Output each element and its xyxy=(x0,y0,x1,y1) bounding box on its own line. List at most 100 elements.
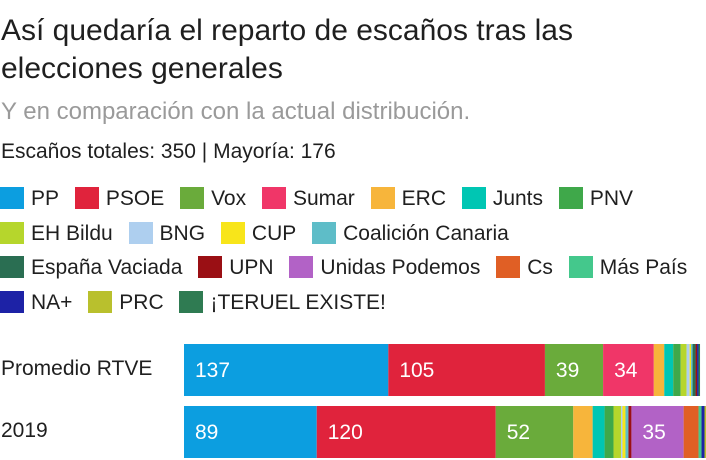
legend-swatch xyxy=(0,290,24,313)
legend-item-psoe: PSOE xyxy=(74,182,165,217)
legend-item-eh-bildu: EH Bildu xyxy=(0,217,113,252)
bar-value-label: 120 xyxy=(328,421,363,444)
legend-item-vox: Vox xyxy=(180,182,246,217)
legend-item-coalicion-canaria: Coalición Canaria xyxy=(312,217,509,252)
legend-item-sumar: Sumar xyxy=(261,182,355,217)
legend-swatch xyxy=(0,187,24,209)
bar-segment xyxy=(604,406,614,458)
legend-label: Más País xyxy=(599,256,688,279)
legend-swatch xyxy=(496,256,521,278)
legend-swatch xyxy=(74,187,99,209)
legend-label: PRC xyxy=(119,290,164,314)
legend-label: PP xyxy=(31,187,60,210)
legend-label: EH Bildu xyxy=(31,221,113,245)
legend-label: Junts xyxy=(492,187,544,210)
legend-label: BNG xyxy=(159,221,206,245)
bar-value-label: 39 xyxy=(556,359,579,382)
legend-label: NA+ xyxy=(31,290,73,314)
legend-item-pp: PP xyxy=(0,182,59,217)
bar-value-label: 105 xyxy=(399,359,434,382)
legend: PP PSOE Vox Sumar ERC Junts PNV EH Bildu… xyxy=(0,182,702,320)
stacked-bar-chart: 137 105 39 34 89 120 52 35 xyxy=(184,344,706,458)
legend-item-bng: BNG xyxy=(128,217,206,252)
legend-label: UPN xyxy=(229,256,274,279)
bar-segment xyxy=(603,344,654,396)
bar-value-label: 52 xyxy=(507,421,530,444)
bar-value-label: 34 xyxy=(614,359,638,382)
bar-segment xyxy=(653,344,665,396)
legend-label: Vox xyxy=(211,187,247,210)
bar-segment xyxy=(701,406,705,458)
bar-segment xyxy=(691,344,693,396)
bar-segment xyxy=(613,406,621,458)
legend-item-cs: Cs xyxy=(496,251,553,286)
bar-segment xyxy=(631,406,684,458)
legend-swatch xyxy=(370,187,395,209)
legend-swatch xyxy=(128,221,153,244)
bar-segment xyxy=(184,344,389,396)
bar-segment xyxy=(573,406,593,458)
legend-item-pnv: PNV xyxy=(558,182,634,217)
bar-segment xyxy=(622,406,626,458)
bar-segment xyxy=(620,406,623,458)
legend-label: España Vaciada xyxy=(31,256,183,279)
legend-swatch xyxy=(261,187,286,209)
legend-item-prc: PRC xyxy=(88,286,164,321)
chart-subtitle: Y en comparación con la actual distribuc… xyxy=(1,98,471,125)
legend-item-mas-pais: Más País xyxy=(568,251,688,286)
bar-value-label: 35 xyxy=(642,421,665,444)
bar-segment xyxy=(316,406,496,458)
legend-item-na: NA+ xyxy=(0,286,72,321)
bar-segment xyxy=(689,344,692,396)
legend-label: PNV xyxy=(589,187,634,210)
bar-segment xyxy=(544,344,604,396)
bar-segment xyxy=(695,344,698,396)
bar-segment xyxy=(184,406,317,458)
legend-swatch xyxy=(558,187,583,209)
legend-swatch xyxy=(220,221,245,244)
seat-totals: Escaños totales: 350 | Mayoría: 176 xyxy=(1,140,336,163)
bar-segment xyxy=(388,344,545,396)
legend-label: Sumar xyxy=(292,187,355,210)
legend-label: ERC xyxy=(401,187,446,210)
legend-swatch xyxy=(0,256,24,278)
legend-item-cup: CUP xyxy=(220,217,297,252)
legend-item-teruel-existe: ¡TERUEL EXISTE! xyxy=(179,286,386,321)
bar-segment xyxy=(704,406,706,458)
bar-value-label: 137 xyxy=(195,359,230,382)
bar-segment xyxy=(698,406,702,458)
legend-item-espana-vaciada: España Vaciada xyxy=(0,251,182,286)
legend-item-erc: ERC xyxy=(370,182,446,217)
legend-swatch xyxy=(461,187,486,209)
bar-segment xyxy=(592,406,605,458)
legend-label: Coalición Canaria xyxy=(343,221,509,245)
legend-item-unidas-podemos: Unidas Podemos xyxy=(289,251,480,286)
bar-segment xyxy=(692,344,696,396)
bar-segment xyxy=(698,344,701,396)
legend-label: Unidas Podemos xyxy=(320,256,481,279)
legend-label: Cs xyxy=(527,256,553,279)
row-label-promedio-rtve: Promedio RTVE xyxy=(1,357,153,380)
legend-item-upn: UPN xyxy=(198,251,274,286)
bar-segment xyxy=(683,406,699,458)
chart-title: Así quedaría el reparto de escaños tras … xyxy=(1,14,573,85)
bar-segment xyxy=(680,344,687,396)
legend-swatch xyxy=(198,256,223,278)
row-label-2019: 2019 xyxy=(1,419,48,442)
legend-swatch xyxy=(289,256,314,278)
legend-swatch xyxy=(180,187,205,209)
bar-segment xyxy=(625,406,629,458)
legend-swatch xyxy=(312,221,337,244)
legend-label: PSOE xyxy=(105,187,165,210)
legend-swatch xyxy=(0,221,24,244)
bar-value-label: 89 xyxy=(195,421,218,444)
legend-label: ¡TERUEL EXISTE! xyxy=(210,290,386,314)
bar-segment xyxy=(664,344,674,396)
legend-swatch xyxy=(88,290,113,313)
bar-segment xyxy=(697,344,699,396)
legend-item-junts: Junts xyxy=(461,182,544,217)
legend-swatch xyxy=(179,290,204,313)
legend-swatch xyxy=(568,256,593,278)
bar-segment xyxy=(628,406,632,458)
legend-label: CUP xyxy=(251,221,297,245)
